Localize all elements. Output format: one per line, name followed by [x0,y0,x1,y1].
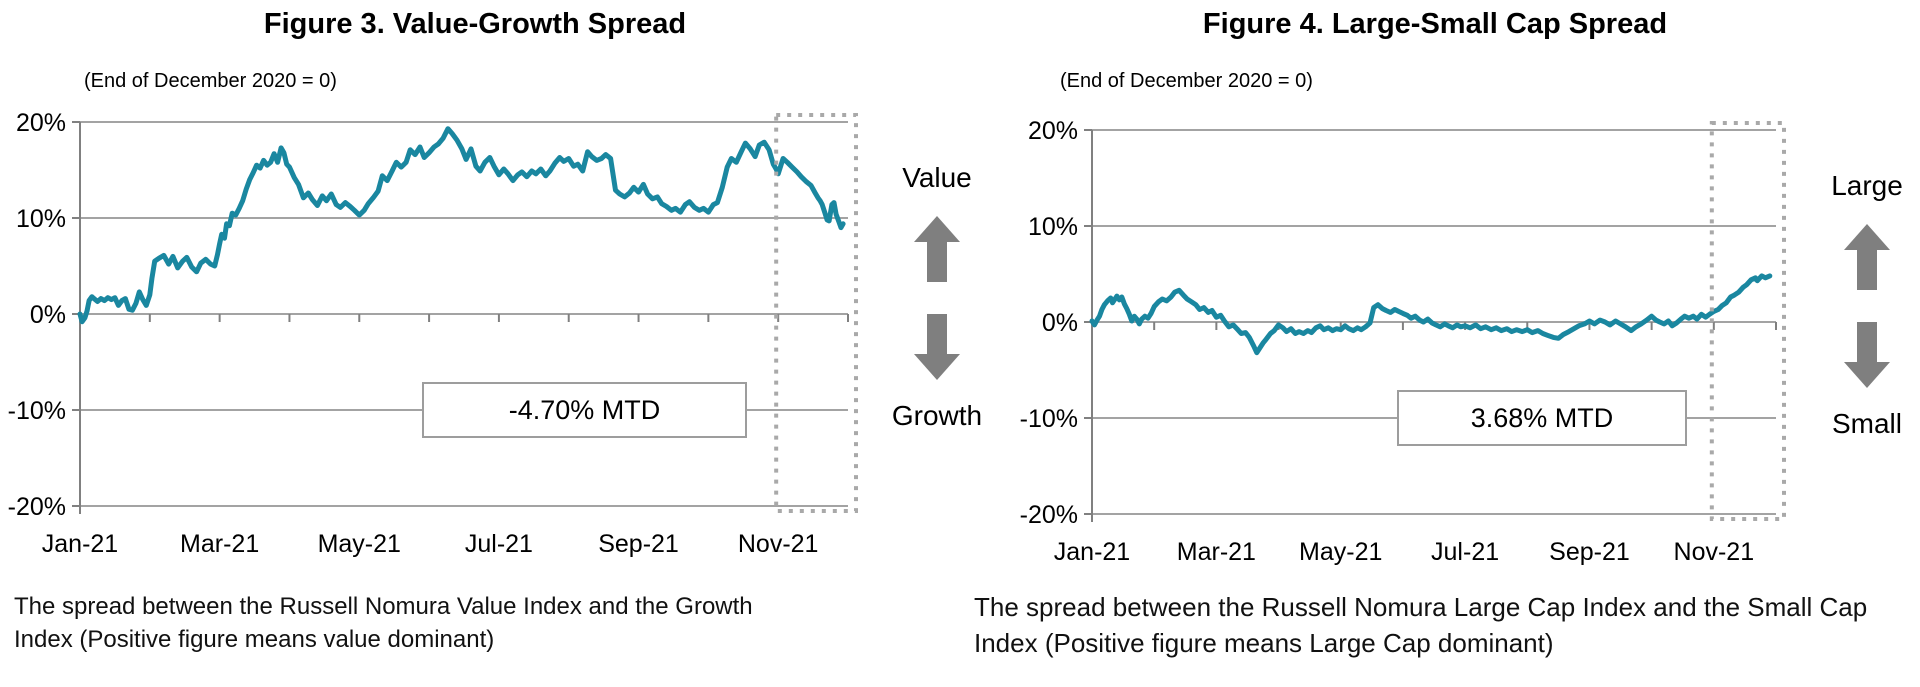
x-axis-label: Mar-21 [1177,538,1256,566]
arrow-up-icon [1844,224,1890,290]
y-axis-label: -10% [1020,405,1078,433]
x-axis-label: Jan-21 [1054,538,1130,566]
chart-title: Figure 3. Value-Growth Spread [263,8,687,40]
x-axis-label: Mar-21 [180,530,259,558]
value-growth-line-chart: 20% 10% 0% -10% -20% Jan-21 Mar-21 May-21 Jul-21… [8,109,859,558]
x-axis-label: May-21 [1299,538,1382,566]
chart-title: Figure 4. Large-Small Cap Spread [1202,8,1668,40]
arrow-down-icon [1844,322,1890,388]
highlight-region [1709,121,1786,521]
x-axis-label: Jul-21 [1431,538,1499,566]
lower-direction-label: Growth [891,400,983,431]
x-axis-label: Sep-21 [1549,538,1630,566]
figure4-panel: Figure 4. Large-Small Cap Spread (End of… [960,0,1920,687]
chart-footnote: The spread between the Russell Nomura La… [974,592,1868,658]
direction-annotation: Large Small [1802,170,1920,440]
y-axis-label: 20% [16,109,66,137]
mtd-callout: -4.70% MTD [422,382,747,438]
x-axis-label: Nov-21 [1674,538,1755,566]
x-axis-label: Nov-21 [738,530,819,558]
y-axis-label: -20% [1020,501,1078,529]
y-axis-label: 20% [1028,117,1078,145]
series-line [1089,273,1773,356]
y-axis-label: 0% [1042,309,1078,337]
y-axis-label: 10% [1028,213,1078,241]
large-small-line-chart: 20% 10% 0% -10% -20% Jan-21 Mar-21 May-21 Jul-21… [1020,117,1786,566]
mtd-callout: 3.68% MTD [1397,390,1687,446]
arrow-up-icon [914,216,960,282]
chart-subtitle: (End of December 2020 = 0) [84,70,337,92]
y-axis-label: 0% [30,301,66,329]
x-axis-label: Jul-21 [465,530,533,558]
y-axis-label: 10% [16,205,66,233]
arrow-down-icon [914,314,960,380]
x-axis-label: Sep-21 [598,530,679,558]
highlight-region [774,113,859,513]
upper-direction-label: Value [902,162,972,193]
figure3-panel: Figure 3. Value-Growth Spread (End of De… [8,8,983,654]
series-line [77,126,846,325]
chart-subtitle: (End of December 2020 = 0) [1060,70,1313,92]
x-axis-label: Jan-21 [42,530,118,558]
x-axis-label: May-21 [318,530,401,558]
y-axis-label: -10% [8,397,66,425]
lower-direction-label: Small [1831,408,1902,439]
upper-direction-label: Large [1831,170,1903,201]
direction-annotation: Value Growth [872,162,1002,432]
y-axis-label: -20% [8,493,66,521]
chart-footnote: The spread between the Russell Nomura Va… [14,593,753,654]
